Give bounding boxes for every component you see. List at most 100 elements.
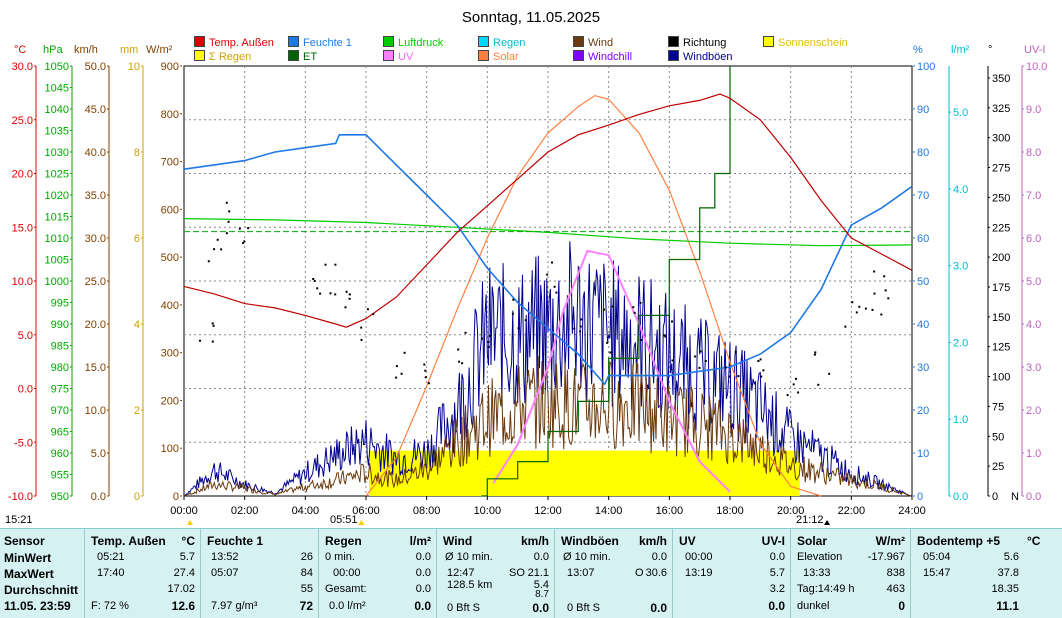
- stats-solar-footer-label: dunkel: [797, 600, 830, 612]
- stats-wind-r4: 8.7: [535, 589, 549, 600]
- stats-temp-current: 12.6: [171, 599, 195, 613]
- x-ticks-layer: 00:00 02:00 04:00 06:00 08:00 10:00 12:00 14:00…: [170, 496, 926, 525]
- legend-et: ET: [288, 50, 317, 63]
- direction-point: [864, 307, 867, 310]
- direction-point: [457, 348, 460, 351]
- axis-tick-pressure: 1045: [45, 83, 69, 95]
- direction-point: [487, 345, 490, 348]
- axis-tick-pressure: 1030: [45, 147, 69, 159]
- direction-point: [855, 311, 858, 314]
- legend-windchill: Windchill: [573, 50, 632, 63]
- stats-soil-r1-label: 05:04: [923, 551, 951, 563]
- x-marker: [187, 520, 194, 525]
- stats-solar-r3: 463: [886, 583, 905, 595]
- direction-point: [639, 301, 642, 304]
- axis-tick-pressure: 1025: [45, 169, 69, 181]
- stats-temp-avg: 17.02: [167, 583, 195, 595]
- direction-point: [220, 248, 223, 251]
- legend-pressure: Luftdruck: [383, 36, 443, 49]
- axis-tick-temp: -10.0: [8, 491, 33, 503]
- axis-tick-solar: 300: [161, 348, 179, 360]
- stats-rain-current: 0.0: [414, 599, 431, 613]
- stats-hum-min: 26: [300, 551, 313, 563]
- series-windboeen: [183, 241, 913, 497]
- direction-point: [423, 363, 426, 366]
- direction-point: [551, 261, 553, 264]
- stats-gust-current: 0.0: [650, 601, 667, 615]
- direction-point: [225, 232, 228, 235]
- axis-tick-direction: 150: [992, 312, 1010, 324]
- direction-point: [883, 275, 886, 278]
- x-tick-label: 10:00: [474, 505, 502, 517]
- axis-tick-pressure: 970: [51, 405, 69, 417]
- direction-point: [792, 383, 795, 386]
- direction-point: [663, 334, 666, 337]
- direction-point: [517, 327, 520, 330]
- axis-tick-uv: 10.0: [1026, 61, 1047, 73]
- axis-tick-uv: 0.0: [1026, 491, 1041, 503]
- direction-point: [424, 376, 427, 379]
- direction-point: [844, 325, 847, 328]
- stats-row-min: MinWert: [4, 551, 52, 565]
- stats-gust-r1-label: Ø 10 min.: [563, 551, 611, 563]
- axis-tick-humidity: 30: [917, 362, 929, 374]
- legend-temp: Temp. Außen: [194, 36, 274, 49]
- direction-point: [247, 227, 250, 230]
- stats-gust-r2-label: 13:07: [567, 567, 595, 579]
- direction-point: [887, 297, 890, 300]
- axis-tick-pressure: 995: [51, 298, 69, 310]
- direction-point: [243, 240, 246, 243]
- direction-point: [759, 358, 762, 361]
- direction-point: [211, 322, 214, 325]
- direction-point: [606, 341, 609, 344]
- series-wind: [183, 356, 913, 497]
- direction-point: [698, 366, 701, 369]
- axis-tick-pressure: 965: [51, 427, 69, 439]
- axis-tick-pressure: 1035: [45, 126, 69, 138]
- stats-hum-min-time: 13:52: [211, 551, 239, 563]
- direction-point: [580, 318, 583, 321]
- stats-col-gust: Windböen km/h Ø 10 min. 0.0 13:07 O 30.6…: [554, 529, 673, 618]
- axis-tick-solar: 500: [161, 252, 179, 264]
- stats-col-solar: Solar W/m² Elevation -17.967 13:33 838 T…: [790, 529, 911, 618]
- stats-col-sensor: Sensor MinWert MaxWert Durchschnitt 11.0…: [0, 529, 84, 618]
- axis-tick-wind: 0.0: [91, 491, 106, 503]
- direction-point: [858, 305, 861, 308]
- stats-gust-r1: 0.0: [651, 551, 667, 563]
- stats-solar-r2: 838: [886, 567, 905, 579]
- direction-point: [481, 337, 484, 340]
- axis-tick-pressure: 1040: [45, 104, 69, 116]
- direction-point: [324, 263, 327, 266]
- stats-soil-current: 11.1: [996, 599, 1019, 613]
- stats-gust-r2-dir: O: [635, 567, 644, 579]
- axis-tick-humidity: 20: [917, 405, 929, 417]
- x-marker: [358, 520, 365, 525]
- series-temp-aussen: [183, 93, 913, 328]
- direction-point: [786, 394, 789, 397]
- axis-tick-pressure: 1005: [45, 255, 69, 267]
- direction-point: [851, 301, 854, 304]
- axis-tick-pressure: 980: [51, 362, 69, 374]
- stats-hum-max: 84: [300, 567, 313, 579]
- axis-tick-humidity: 50: [917, 276, 929, 288]
- stats-soil-r1: 5.6: [1003, 551, 1019, 563]
- unit-humidity: %: [913, 44, 923, 56]
- stats-wind-footer-label: 0 Bft S: [447, 602, 481, 614]
- axis-tick-uv: 2.0: [1026, 405, 1041, 417]
- axis-tick-pressure: 960: [51, 448, 69, 460]
- direction-point: [828, 372, 831, 375]
- stats-hum-header: Feuchte 1: [207, 534, 264, 548]
- stats-col-rain: Regen l/m² 0 min. 0.0 00:00 0.0 Gesamt: …: [318, 529, 437, 618]
- axis-tick-humidity: 100: [917, 61, 935, 73]
- stats-uv-r1-label: 00:00: [685, 551, 713, 563]
- axis-tick-rain_mm: 0: [134, 491, 140, 503]
- axis-tick-wind: 25.0: [85, 276, 106, 288]
- stats-wind-r1: 0.0: [533, 551, 549, 563]
- axis-tick-solar: 600: [161, 204, 179, 216]
- stats-rain-r1-label: 0 min.: [325, 551, 355, 563]
- axis-tick-solar: 200: [161, 395, 179, 407]
- axis-tick-temp: 25.0: [12, 115, 33, 127]
- marker-sun-time: 05:51: [330, 514, 358, 526]
- direction-point: [319, 292, 322, 295]
- weather-chart: 30.025.020.015.010.05.00.0-5.0-10.010501…: [8, 61, 1047, 525]
